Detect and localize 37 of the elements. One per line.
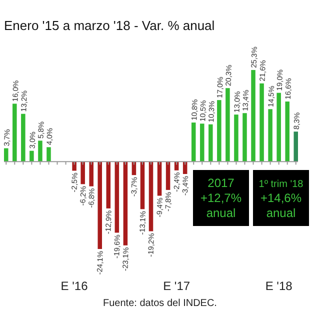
bar [276,92,281,162]
bar [260,83,264,162]
x-tick-label: E '17 [163,279,190,293]
bar [38,140,42,162]
bar [4,148,8,162]
bar [114,162,120,233]
bar [157,162,162,196]
source-note: Fuente: datos del INDEC. [103,298,217,309]
x-tick-label: E '18 [265,279,293,293]
bar [268,109,272,162]
bar [21,114,26,162]
bar [72,162,76,171]
bar [12,104,17,162]
bar [226,88,230,162]
x-tick-label: E '16 [60,279,88,293]
bar [148,162,154,232]
bar [208,124,213,162]
bar [140,162,145,210]
bar [30,150,34,162]
bar [217,100,222,162]
annotation: 1º trim '18 +14,6% anual [258,179,304,220]
bar [294,132,298,162]
bar [251,70,256,162]
bar [123,162,128,246]
annotation: 2017 +12,7% anual [200,176,242,220]
bar [285,102,290,162]
bar [200,124,204,162]
bar [191,122,196,162]
chart-title: Enero '15 a marzo '18 - Var. % anual [4,18,215,33]
bar [46,147,51,162]
bar [80,162,85,184]
bar [89,162,94,186]
bar [166,162,170,190]
bar [98,162,102,249]
bar [234,114,238,162]
bar [242,113,247,162]
bar [106,162,111,208]
